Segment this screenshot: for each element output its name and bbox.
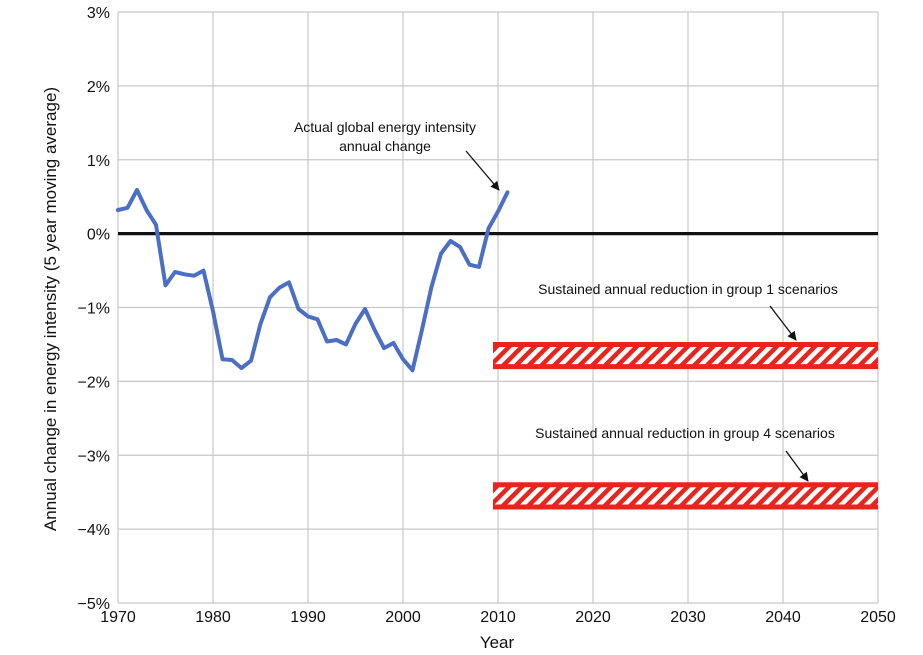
data-point (296, 307, 301, 311)
tick-labels: 1970 1980 1990 2000 2010 2020 2030 2040 2050 3% 2%… (78, 5, 896, 626)
data-point (135, 188, 139, 192)
x-tick-label: 2000 (385, 609, 421, 626)
data-point (268, 295, 272, 299)
series-line-energy-intensity (116, 188, 510, 373)
group-4-label: Sustained annual reduction in group 4 sc… (535, 425, 835, 441)
data-point (163, 283, 168, 287)
data-point (486, 226, 491, 231)
y-tick-label: 2% (87, 79, 110, 96)
x-tick-label: 2030 (670, 609, 706, 626)
data-point (249, 359, 253, 363)
data-point (306, 314, 310, 318)
data-point (211, 309, 215, 313)
x-axis-title: Year (480, 633, 515, 652)
data-point (505, 190, 510, 194)
data-point (239, 366, 244, 370)
data-point (334, 338, 339, 342)
annotation-line-2: annual change (339, 138, 431, 154)
series-layer (116, 188, 510, 373)
data-point (125, 206, 130, 210)
data-point (116, 208, 120, 212)
x-tick-label: 2020 (575, 609, 611, 626)
data-point (420, 328, 424, 332)
data-point (467, 263, 472, 267)
y-tick-label: −2% (78, 374, 110, 391)
group-1-arrow (769, 305, 797, 341)
data-point (458, 245, 462, 249)
group-1-label: Sustained annual reduction in group 1 sc… (538, 281, 838, 297)
data-point (344, 342, 348, 347)
x-tick-label: 1970 (100, 609, 136, 626)
data-point (439, 251, 443, 256)
data-point (220, 357, 225, 361)
data-point (277, 285, 282, 290)
x-tick-label: 2040 (765, 609, 801, 626)
data-point (391, 341, 396, 345)
data-point (372, 328, 377, 332)
x-tick-label: 2050 (860, 609, 896, 626)
x-tick-label: 1980 (195, 609, 231, 626)
data-point (258, 322, 263, 326)
y-axis-title: Annual change in energy intensity (5 yea… (41, 87, 60, 531)
data-point (230, 358, 234, 362)
y-tick-label: −5% (78, 596, 110, 613)
data-point (173, 270, 177, 274)
data-point (287, 280, 291, 284)
data-point (448, 239, 453, 243)
annotation-line-1: Actual global energy intensity (294, 119, 476, 135)
group-4-arrow (785, 450, 809, 482)
y-tick-label: −4% (78, 522, 110, 539)
data-point (496, 209, 500, 214)
data-point (154, 223, 158, 227)
data-point (182, 272, 187, 276)
data-point (201, 268, 206, 273)
data-point (410, 368, 415, 372)
data-point (429, 285, 434, 289)
data-point (382, 346, 386, 350)
data-point (192, 274, 196, 278)
y-tick-label: 1% (87, 153, 110, 170)
data-point (325, 339, 329, 344)
y-tick-label: 3% (87, 5, 110, 22)
y-tick-label: 0% (87, 227, 110, 244)
y-tick-label: −3% (78, 448, 110, 465)
scenario-band-2 (493, 484, 878, 507)
annotation-arrow (465, 150, 500, 191)
x-tick-label: 1990 (290, 609, 326, 626)
group-4-annotation: Sustained annual reduction in group 4 sc… (535, 425, 835, 482)
actual-intensity-annotation: Actual global energy intensity annual ch… (294, 119, 500, 191)
data-point (353, 322, 358, 326)
data-point (401, 357, 405, 361)
data-point (144, 208, 149, 212)
grid (117, 11, 879, 604)
y-tick-label: −1% (78, 301, 110, 318)
data-point (363, 307, 367, 311)
group-1-annotation: Sustained annual reduction in group 1 sc… (538, 281, 838, 341)
scenario-band-1 (493, 344, 878, 367)
scenario-bands (493, 341, 878, 510)
data-point (477, 265, 481, 269)
x-tick-label: 2010 (480, 609, 516, 626)
data-point (315, 317, 320, 321)
